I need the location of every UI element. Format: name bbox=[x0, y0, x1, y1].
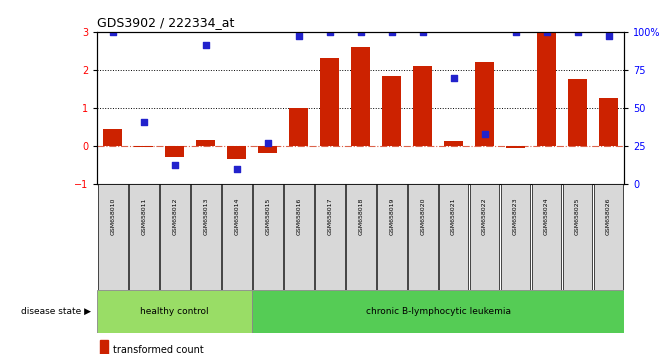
Point bbox=[107, 29, 118, 35]
Text: chronic B-lymphocytic leukemia: chronic B-lymphocytic leukemia bbox=[366, 307, 511, 316]
Point bbox=[356, 29, 366, 35]
Bar bbox=[599, 98, 618, 146]
Bar bbox=[537, 32, 556, 146]
Point bbox=[572, 29, 583, 35]
Text: GSM658020: GSM658020 bbox=[420, 198, 425, 235]
Point bbox=[324, 29, 335, 35]
Bar bbox=[320, 58, 339, 146]
Bar bbox=[507, 146, 525, 148]
Point bbox=[293, 33, 304, 39]
Bar bbox=[289, 108, 308, 146]
Bar bbox=[103, 129, 122, 146]
Text: GSM658025: GSM658025 bbox=[575, 198, 580, 235]
Text: GSM658014: GSM658014 bbox=[234, 198, 240, 235]
Text: GSM658017: GSM658017 bbox=[327, 198, 332, 235]
Bar bbox=[253, 184, 282, 290]
Bar bbox=[258, 146, 277, 153]
Bar bbox=[408, 184, 437, 290]
Text: GSM658011: GSM658011 bbox=[142, 198, 146, 235]
Bar bbox=[134, 146, 153, 147]
Point bbox=[386, 29, 397, 35]
Bar bbox=[563, 184, 592, 290]
Point bbox=[541, 29, 552, 35]
Bar bbox=[191, 184, 221, 290]
Text: GSM658022: GSM658022 bbox=[482, 198, 487, 235]
Point bbox=[231, 166, 242, 172]
Bar bbox=[475, 62, 494, 146]
Bar bbox=[101, 339, 108, 354]
Bar bbox=[252, 290, 624, 333]
Bar bbox=[594, 184, 623, 290]
Point bbox=[603, 33, 614, 39]
Bar bbox=[98, 184, 127, 290]
Point bbox=[417, 29, 428, 35]
Point bbox=[201, 42, 211, 48]
Text: healthy control: healthy control bbox=[140, 307, 209, 316]
Text: GSM658018: GSM658018 bbox=[358, 198, 363, 235]
Point bbox=[262, 140, 273, 146]
Point bbox=[448, 75, 459, 80]
Bar bbox=[568, 79, 587, 146]
Bar bbox=[222, 184, 252, 290]
Bar bbox=[439, 184, 468, 290]
Text: GSM658021: GSM658021 bbox=[451, 198, 456, 235]
Bar bbox=[166, 146, 184, 158]
Bar bbox=[377, 184, 407, 290]
Text: GSM658026: GSM658026 bbox=[606, 198, 611, 235]
Bar bbox=[470, 184, 499, 290]
Bar bbox=[531, 184, 562, 290]
Text: GDS3902 / 222334_at: GDS3902 / 222334_at bbox=[97, 16, 235, 29]
Point bbox=[510, 29, 521, 35]
Text: GSM658015: GSM658015 bbox=[265, 198, 270, 235]
Bar bbox=[227, 146, 246, 159]
Bar bbox=[129, 184, 158, 290]
Text: GSM658023: GSM658023 bbox=[513, 198, 518, 235]
Bar bbox=[284, 184, 313, 290]
Bar bbox=[315, 184, 344, 290]
Text: GSM658024: GSM658024 bbox=[544, 198, 549, 235]
Bar bbox=[413, 66, 432, 146]
Text: GSM658010: GSM658010 bbox=[110, 198, 115, 235]
Bar bbox=[382, 76, 401, 146]
Point bbox=[169, 162, 180, 168]
Bar bbox=[444, 142, 463, 146]
Text: transformed count: transformed count bbox=[113, 345, 203, 354]
Text: GSM658012: GSM658012 bbox=[172, 198, 177, 235]
Point bbox=[479, 131, 490, 137]
Text: GSM658013: GSM658013 bbox=[203, 198, 208, 235]
Bar bbox=[97, 290, 252, 333]
Bar bbox=[197, 140, 215, 146]
Point bbox=[138, 120, 149, 125]
Bar bbox=[160, 184, 190, 290]
Bar bbox=[352, 47, 370, 146]
Text: GSM658016: GSM658016 bbox=[296, 198, 301, 235]
Text: disease state ▶: disease state ▶ bbox=[21, 307, 91, 316]
Bar bbox=[346, 184, 376, 290]
Text: GSM658019: GSM658019 bbox=[389, 198, 394, 235]
Bar bbox=[501, 184, 531, 290]
